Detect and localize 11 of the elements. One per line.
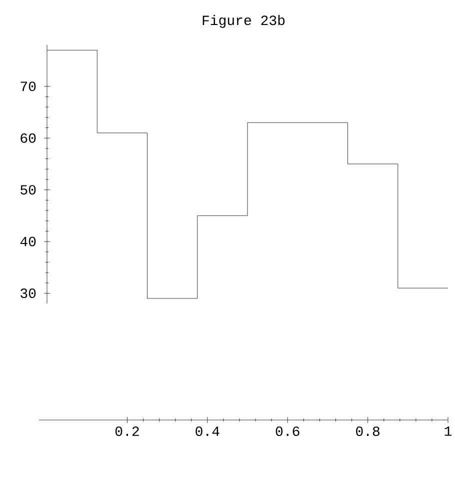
x-tick-label: 0.8: [356, 426, 380, 436]
x-tick-label: 1: [444, 426, 452, 436]
y-tick-label: 60: [20, 133, 36, 143]
x-tick-label: 0.4: [196, 426, 220, 436]
x-tick-label: 0.6: [276, 426, 300, 436]
y-tick-label: 50: [20, 185, 36, 195]
y-tick-label: 30: [20, 288, 36, 298]
y-tick-label: 40: [20, 236, 36, 246]
chart-title: Figure 23b: [202, 14, 285, 28]
y-tick-label: 70: [20, 82, 36, 92]
x-tick-label: 0.2: [115, 426, 139, 436]
